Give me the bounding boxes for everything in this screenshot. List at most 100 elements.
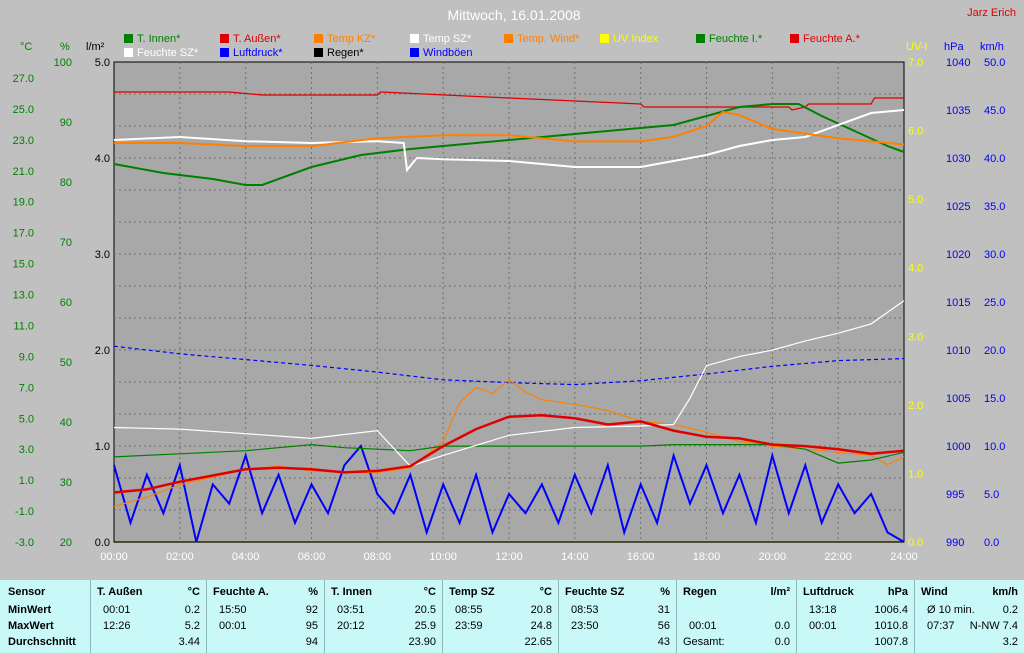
temp-tick-label: 13.0 xyxy=(13,290,34,302)
legend-label: T. Innen* xyxy=(137,33,181,45)
legend-swatch xyxy=(314,48,323,57)
stats-col-unit: km/h xyxy=(992,586,1018,598)
time-tick-label: 14:00 xyxy=(561,551,589,563)
stats-col-unit: hPa xyxy=(887,586,908,598)
press-tick-label: 1010 xyxy=(946,345,970,357)
temp-tick-label: 21.0 xyxy=(13,166,34,178)
hum-tick-label: 90 xyxy=(60,117,72,129)
stats-column: Feuchte SZ% 08:53 31 23:50 56 43 xyxy=(558,580,676,653)
hum-tick-label: 70 xyxy=(60,237,72,249)
stats-column: Temp SZ °C 08:55 20.8 23:59 24.8 22.65 xyxy=(442,580,558,653)
stats-column: T. Innen °C 03:51 20.5 20:12 25.9 23.90 xyxy=(324,580,442,653)
uv-tick-label: 6.0 xyxy=(908,126,923,138)
stats-column: Feuchte A.% 15:50 92 00:01 95 94 xyxy=(206,580,324,653)
uv-tick-label: 0.0 xyxy=(908,537,923,549)
stats-min-time: Ø 10 min. xyxy=(927,604,975,616)
stats-avg-value: 43 xyxy=(657,636,670,648)
stats-min-time: 08:53 xyxy=(571,604,599,616)
time-tick-label: 24:00 xyxy=(890,551,918,563)
temp-tick-label: 9.0 xyxy=(19,351,34,363)
press-tick-label: 1015 xyxy=(946,297,970,309)
temp-tick-label: 19.0 xyxy=(13,197,34,209)
legend-label: Regen* xyxy=(327,47,364,59)
legend-item: UV Index xyxy=(600,33,659,45)
rain-unit: l/m² xyxy=(86,41,105,53)
stats-col-unit: % xyxy=(660,586,670,598)
hum-tick-label: 40 xyxy=(60,417,72,429)
stats-avg-value: 22.65 xyxy=(524,636,552,648)
legend-swatch xyxy=(504,34,513,43)
temp-tick-label: 27.0 xyxy=(13,73,34,85)
legend-label: Feuchte SZ* xyxy=(137,47,199,59)
hum-tick-label: 80 xyxy=(60,177,72,189)
stats-avg-value: 1007.8 xyxy=(874,636,908,648)
stats-max-time: 23:59 xyxy=(455,620,483,632)
temp-tick-label: -3.0 xyxy=(15,537,34,549)
press-tick-label: 1000 xyxy=(946,441,970,453)
stats-max-time: 23:50 xyxy=(571,620,599,632)
wind-tick-label: 5.0 xyxy=(984,489,999,501)
wind-tick-label: 45.0 xyxy=(984,105,1005,117)
stats-col-title: T. Außen xyxy=(97,586,143,598)
stats-col-unit: l/m² xyxy=(770,586,790,598)
stats-avg-label: Durchschnitt xyxy=(8,636,76,648)
uv-tick-label: 1.0 xyxy=(908,468,923,480)
stats-max-time: 20:12 xyxy=(337,620,365,632)
time-tick-label: 12:00 xyxy=(495,551,523,563)
legend-item: Temp. Wind* xyxy=(504,33,580,45)
legend-label: Temp KZ* xyxy=(327,33,376,45)
temp-tick-label: 5.0 xyxy=(19,413,34,425)
time-tick-label: 16:00 xyxy=(627,551,655,563)
stats-avg-value: 3.2 xyxy=(1002,636,1018,648)
legend-item: Windböen xyxy=(410,47,473,59)
stats-max-value: 1010.8 xyxy=(874,620,908,632)
series-line xyxy=(113,413,905,494)
stats-min-value: 92 xyxy=(305,604,318,616)
press-tick-label: 1030 xyxy=(946,153,970,165)
rain-tick-label: 4.0 xyxy=(95,153,110,165)
weather-chart: Mittwoch, 16.01.2008 Jarz Erich T. Innen… xyxy=(13,7,1016,563)
uv-tick-label: 2.0 xyxy=(908,400,923,412)
legend-label: Feuchte I.* xyxy=(709,33,763,45)
legend-swatch xyxy=(410,48,419,57)
stats-table: Sensor MinWert MaxWert Durchschnitt T. A… xyxy=(0,580,1024,653)
time-tick-label: 22:00 xyxy=(824,551,852,563)
stats-sensor-label: Sensor xyxy=(8,586,46,598)
temp-tick-label: 17.0 xyxy=(13,228,34,240)
hum-tick-label: 30 xyxy=(60,477,72,489)
time-tick-label: 04:00 xyxy=(232,551,260,563)
temp-tick-label: 23.0 xyxy=(13,135,34,147)
stats-col-unit: % xyxy=(308,586,318,598)
press-tick-label: 1040 xyxy=(946,57,970,69)
wind-tick-label: 25.0 xyxy=(984,297,1005,309)
stats-min-label: MinWert xyxy=(8,604,52,616)
temp-tick-label: 25.0 xyxy=(13,104,34,116)
rain-tick-label: 5.0 xyxy=(95,57,110,69)
rain-tick-label: 2.0 xyxy=(95,345,110,357)
legend-item: Feuchte SZ* xyxy=(124,47,199,59)
legend-swatch xyxy=(696,34,705,43)
uv-unit: UV-I xyxy=(906,41,927,53)
legend-swatch xyxy=(220,48,229,57)
stats-header-col: Sensor MinWert MaxWert Durchschnitt xyxy=(0,580,90,653)
temp-tick-label: 3.0 xyxy=(19,444,34,456)
uv-tick-label: 5.0 xyxy=(908,194,923,206)
stats-max-time: 00:01 xyxy=(219,620,247,632)
rain-tick-label: 0.0 xyxy=(95,537,110,549)
stats-col-unit: °C xyxy=(539,586,552,598)
hum-tick-label: 50 xyxy=(60,357,72,369)
wind-tick-label: 50.0 xyxy=(984,57,1005,69)
wind-tick-label: 30.0 xyxy=(984,249,1005,261)
stats-max-value: 56 xyxy=(657,620,670,632)
press-tick-label: 990 xyxy=(946,537,964,549)
stats-col-title: Regen xyxy=(683,586,717,598)
hum-tick-label: 20 xyxy=(60,537,72,549)
rain-tick-label: 1.0 xyxy=(95,441,110,453)
uv-tick-label: 7.0 xyxy=(908,57,923,69)
stats-max-time: 12:26 xyxy=(103,620,131,632)
legend-item: Temp SZ* xyxy=(410,33,472,45)
stats-min-value: 0.2 xyxy=(1002,604,1018,616)
stats-column: Regen l/m² 00:01 0.0 Gesamt: 0.0 xyxy=(676,580,796,653)
stats-column: T. Außen °C 00:01 0.2 12:26 5.2 3.44 xyxy=(90,580,206,653)
press-tick-label: 1025 xyxy=(946,201,970,213)
